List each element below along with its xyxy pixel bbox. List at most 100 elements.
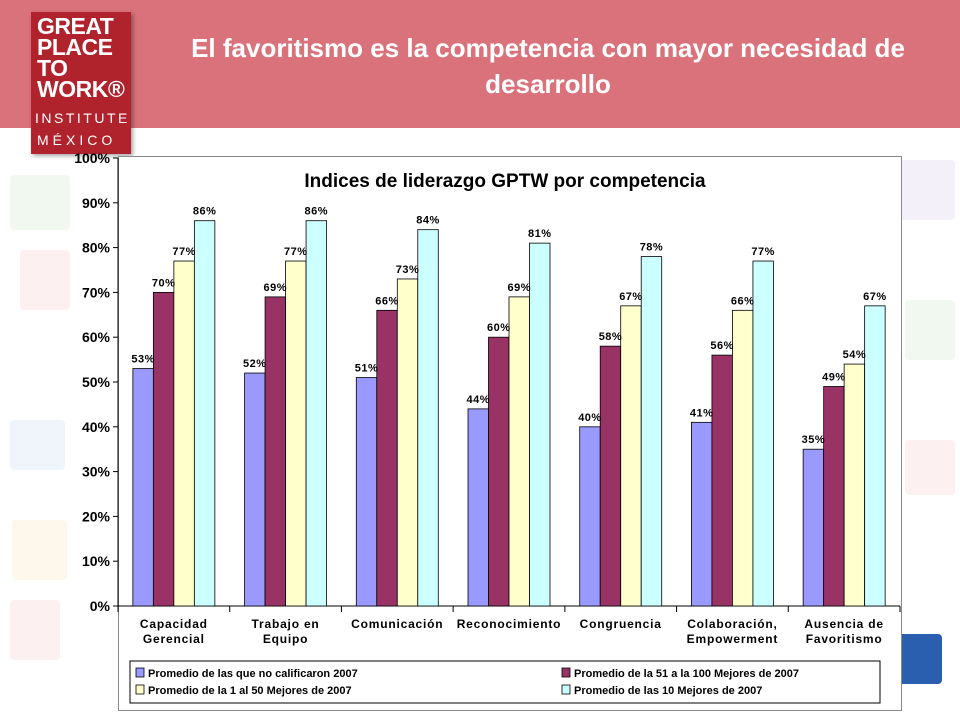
data-label: 49%	[822, 371, 846, 383]
y-tick-label: 100%	[74, 150, 110, 166]
data-label: 84%	[416, 215, 440, 227]
data-label: 66%	[731, 295, 755, 307]
bar	[417, 229, 439, 607]
bar	[508, 296, 530, 607]
legend-swatch	[561, 667, 571, 678]
data-label: 52%	[243, 358, 267, 370]
y-tick-label: 20%	[82, 508, 111, 524]
bar	[264, 296, 286, 607]
data-label: 70%	[152, 277, 176, 289]
y-tick-label: 90%	[82, 195, 111, 211]
bar	[864, 305, 886, 607]
bar	[396, 278, 419, 607]
logo-line: INSTITUTE	[35, 110, 130, 126]
data-label: 67%	[619, 291, 643, 303]
page-title: El favoritismo es la competencia con may…	[191, 33, 905, 99]
data-label: 58%	[599, 331, 623, 343]
y-tick-label: 80%	[82, 240, 111, 256]
logo-line: PLACE	[37, 34, 113, 60]
y-tick-label: 30%	[82, 464, 111, 480]
bar	[529, 242, 551, 607]
bar	[599, 345, 622, 607]
legend-swatch	[561, 684, 571, 695]
y-tick-label: 70%	[82, 284, 111, 300]
data-label: 86%	[305, 206, 329, 218]
data-label: 51%	[355, 363, 379, 375]
background-tile	[10, 600, 60, 660]
bar	[802, 448, 825, 607]
data-label: 67%	[863, 291, 887, 303]
data-label: 69%	[507, 282, 531, 294]
bar	[752, 260, 774, 607]
data-label: 44%	[466, 394, 490, 406]
x-tick-label: Gerencial	[143, 632, 205, 646]
y-tick-label: 0%	[90, 598, 111, 614]
chart-title: Indices de liderazgo GPTW por competenci…	[304, 171, 706, 192]
x-tick-label: Colaboración,	[687, 617, 777, 631]
logo-line: WORK®	[37, 76, 125, 102]
bar	[376, 309, 398, 607]
data-label: 86%	[193, 206, 217, 218]
legend-box	[129, 660, 881, 704]
logo-line: TO	[37, 55, 68, 81]
x-tick-label: Trabajo en	[252, 617, 320, 631]
legend-swatch	[135, 684, 145, 695]
data-label: 78%	[640, 242, 664, 254]
bar	[285, 260, 307, 607]
y-tick-label: 50%	[82, 374, 111, 390]
bar	[640, 256, 663, 607]
background-tile	[12, 520, 67, 580]
data-label: 53%	[131, 354, 155, 366]
bar	[579, 426, 601, 607]
background-tile	[905, 300, 955, 360]
legend-swatch	[135, 667, 145, 678]
bar	[173, 260, 195, 607]
decorative-icon-blue	[898, 634, 942, 684]
y-tick-label: 40%	[82, 419, 111, 435]
data-label: 54%	[843, 349, 867, 361]
x-tick-label: Favoritismo	[806, 632, 883, 646]
bar	[823, 386, 845, 607]
data-label: 35%	[802, 434, 826, 446]
background-tile	[900, 160, 955, 220]
background-tile	[20, 250, 70, 310]
data-label: 41%	[690, 407, 714, 419]
bar	[620, 305, 642, 607]
x-tick-label: Congruencia	[580, 617, 662, 631]
background-tile	[905, 440, 955, 495]
background-tile	[10, 420, 65, 470]
bar	[355, 377, 378, 607]
bar	[691, 421, 713, 607]
bar	[467, 408, 489, 607]
legend-label: Promedio de la 1 al 50 Mejores de 2007	[148, 685, 352, 697]
x-tick-label: Empowerment	[687, 632, 778, 646]
bar	[244, 372, 266, 607]
data-label: 40%	[578, 412, 602, 424]
bar	[732, 309, 754, 607]
data-label: 77%	[284, 246, 308, 258]
data-label: 60%	[487, 322, 511, 334]
y-tick-label: 10%	[82, 553, 111, 569]
x-tick-label: Capacidad	[140, 617, 208, 631]
logo-line: GREAT	[37, 13, 114, 39]
y-tick-label: 60%	[82, 329, 111, 345]
bar	[152, 291, 175, 607]
data-label: 73%	[396, 264, 420, 276]
data-label: 66%	[375, 295, 399, 307]
bar	[193, 220, 216, 607]
bar	[132, 368, 154, 607]
data-label: 56%	[710, 340, 734, 352]
background-tile	[10, 175, 70, 230]
legend-label: Promedio de las 10 Mejores de 2007	[574, 685, 762, 697]
bar	[711, 354, 733, 607]
great-place-to-work-logo: GREAT PLACE TO WORK® INSTITUTE MÉXICO	[31, 12, 131, 154]
bar	[843, 363, 866, 607]
bar	[488, 336, 510, 607]
x-tick-label: Reconocimiento	[457, 617, 562, 631]
x-tick-label: Comunicación	[351, 617, 443, 631]
x-tick-label: Ausencia de	[804, 617, 884, 631]
data-label: 77%	[751, 246, 775, 258]
data-label: 81%	[528, 228, 552, 240]
logo-line: MÉXICO	[37, 132, 117, 148]
